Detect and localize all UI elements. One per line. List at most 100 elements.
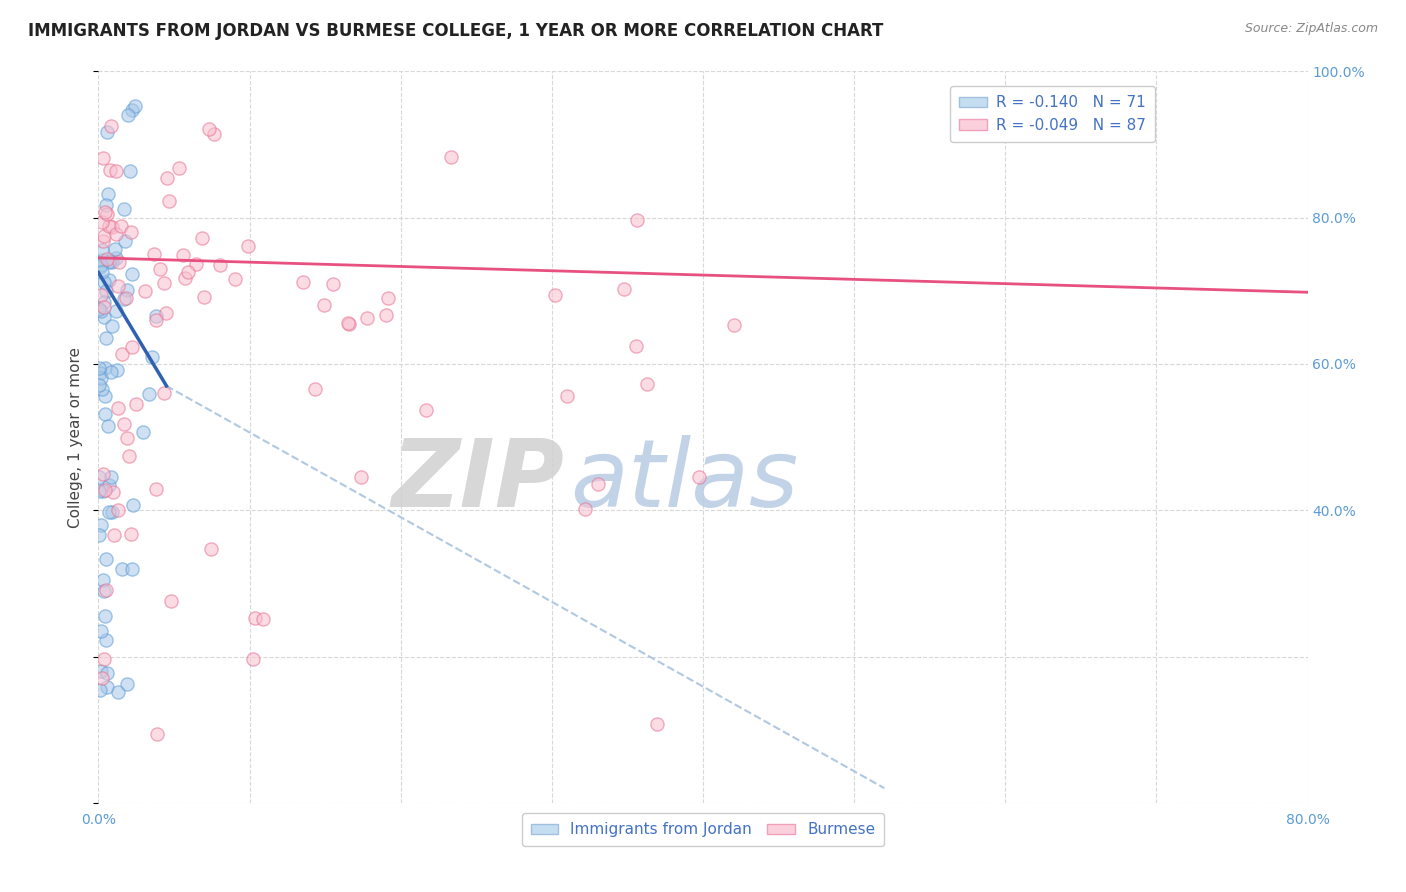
Point (105, 252, 128, 266)
Text: IMMIGRANTS FROM JORDAN VS BURMESE COLLEGE, 1 YEAR OR MORE CORRELATION CHART: IMMIGRANTS FROM JORDAN VS BURMESE COLLEG… (28, 22, 883, 40)
Point (107, 401, 129, 416)
Point (108, 255, 131, 269)
Point (96, 582, 118, 597)
Point (90, 303, 112, 318)
Point (112, 202, 135, 216)
Point (122, 498, 145, 512)
Point (236, 239, 259, 253)
Point (93, 229, 115, 244)
Y-axis label: College, 1 year or more: College, 1 year or more (67, 347, 83, 527)
Point (90, 370, 112, 384)
Point (312, 298, 335, 312)
Point (555, 389, 578, 403)
Point (94, 198, 117, 212)
Point (98, 506, 121, 520)
Point (90, 624, 112, 638)
Point (243, 610, 266, 624)
Point (415, 402, 437, 417)
Point (626, 212, 648, 227)
Point (93, 652, 115, 666)
Point (91, 151, 114, 165)
Point (336, 316, 359, 330)
Point (89, 470, 111, 484)
Point (145, 312, 167, 326)
Point (586, 477, 609, 491)
Point (90, 664, 112, 678)
Point (124, 99, 146, 113)
Point (356, 311, 378, 326)
Point (89, 301, 111, 316)
Point (104, 242, 127, 256)
Point (101, 219, 124, 234)
Point (252, 612, 274, 626)
Point (91, 265, 114, 279)
Point (97, 187, 120, 202)
Point (93, 300, 115, 314)
Point (138, 386, 160, 401)
Point (322, 277, 344, 291)
Point (100, 366, 122, 380)
Point (118, 164, 141, 178)
Point (89, 484, 111, 499)
Point (112, 417, 135, 432)
Point (98, 163, 121, 178)
Point (89, 361, 111, 376)
Point (121, 562, 143, 576)
Point (93, 310, 115, 324)
Point (224, 271, 246, 285)
Point (96, 680, 118, 694)
Point (156, 171, 179, 186)
Point (152, 386, 174, 401)
Point (104, 227, 127, 242)
Point (117, 283, 139, 297)
Point (145, 727, 167, 741)
Point (125, 397, 148, 411)
Point (440, 150, 463, 164)
Point (626, 339, 648, 353)
Point (377, 291, 399, 305)
Point (97, 419, 120, 434)
Point (134, 284, 156, 298)
Point (157, 194, 180, 208)
Point (93, 295, 115, 310)
Point (723, 318, 745, 332)
Point (191, 231, 214, 245)
Point (121, 267, 143, 281)
Point (91, 234, 114, 248)
Point (111, 347, 134, 361)
Point (142, 247, 165, 261)
Point (93, 584, 115, 599)
Point (89, 260, 111, 275)
Point (349, 470, 371, 484)
Point (202, 127, 225, 141)
Point (101, 506, 124, 520)
Point (115, 677, 138, 691)
Point (132, 425, 155, 440)
Point (105, 363, 128, 377)
Point (167, 161, 190, 175)
Point (96, 633, 118, 648)
Point (96, 252, 118, 266)
Point (94, 331, 117, 345)
Point (636, 376, 658, 391)
Point (94, 609, 117, 624)
Point (93, 275, 115, 289)
Point (111, 561, 134, 575)
Point (94, 551, 117, 566)
Point (105, 163, 128, 178)
Point (89, 528, 111, 542)
Point (121, 103, 143, 118)
Point (90, 287, 112, 301)
Point (93, 205, 115, 219)
Point (89, 377, 111, 392)
Point (160, 594, 183, 608)
Point (93, 574, 115, 588)
Point (209, 258, 232, 272)
Point (115, 292, 138, 306)
Point (613, 282, 636, 296)
Point (153, 276, 176, 290)
Point (98, 219, 121, 233)
Point (94, 483, 117, 498)
Point (90, 215, 112, 229)
Point (291, 275, 314, 289)
